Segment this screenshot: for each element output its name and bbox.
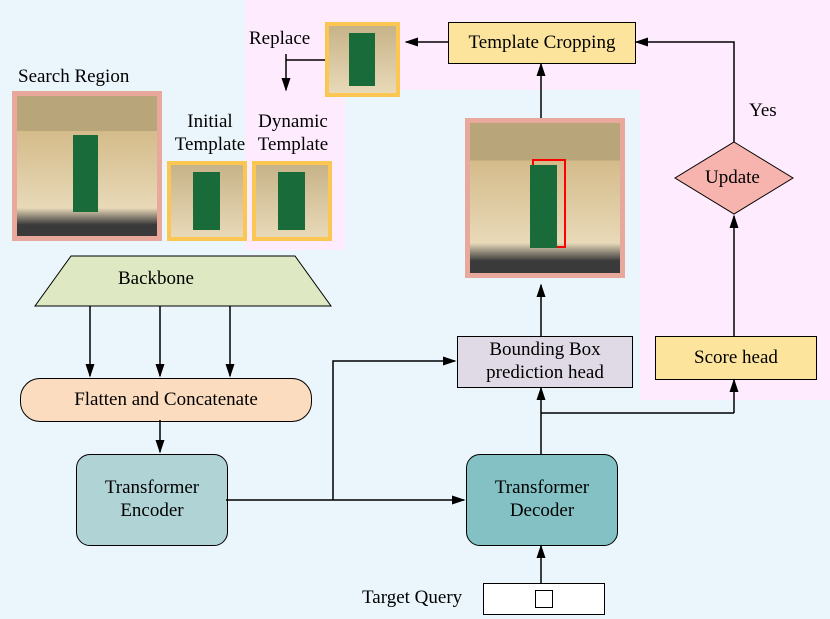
decoder-text: Transformer Decoder <box>495 477 589 523</box>
search-region-image <box>12 91 162 241</box>
template-cropping-node: Template Cropping <box>448 22 636 64</box>
flatten-concat-node: Flatten and Concatenate <box>20 378 312 422</box>
bbox-overlay <box>532 159 566 248</box>
score-head-node: Score head <box>655 336 817 380</box>
diagram-canvas: Search Region Initial Template Dynamic T… <box>0 0 830 619</box>
target-query-label: Target Query <box>362 587 462 610</box>
yes-label: Yes <box>749 100 777 123</box>
bbox-head-text: Bounding Box prediction head <box>486 339 604 385</box>
encoder-node: Transformer Encoder <box>76 454 228 546</box>
initial-template-image <box>167 161 247 241</box>
dynamic-template-label: Dynamic Template <box>250 111 336 157</box>
update-label: Update <box>705 167 760 190</box>
initial-template-label: Initial Template <box>170 111 250 157</box>
score-head-text: Score head <box>694 347 778 370</box>
template-cropping-text: Template Cropping <box>469 32 616 55</box>
replace-label: Replace <box>249 28 310 51</box>
encoder-text: Transformer Encoder <box>105 477 199 523</box>
result-image <box>465 118 625 278</box>
replace-crop-image <box>325 22 400 97</box>
decoder-node: Transformer Decoder <box>466 454 618 546</box>
search-region-label: Search Region <box>18 66 129 89</box>
dynamic-template-image <box>252 161 332 241</box>
backbone-label: Backbone <box>118 268 194 291</box>
target-query-box <box>483 583 605 615</box>
bbox-head-node: Bounding Box prediction head <box>457 336 633 388</box>
target-query-token <box>535 590 553 608</box>
flatten-concat-text: Flatten and Concatenate <box>74 389 258 412</box>
